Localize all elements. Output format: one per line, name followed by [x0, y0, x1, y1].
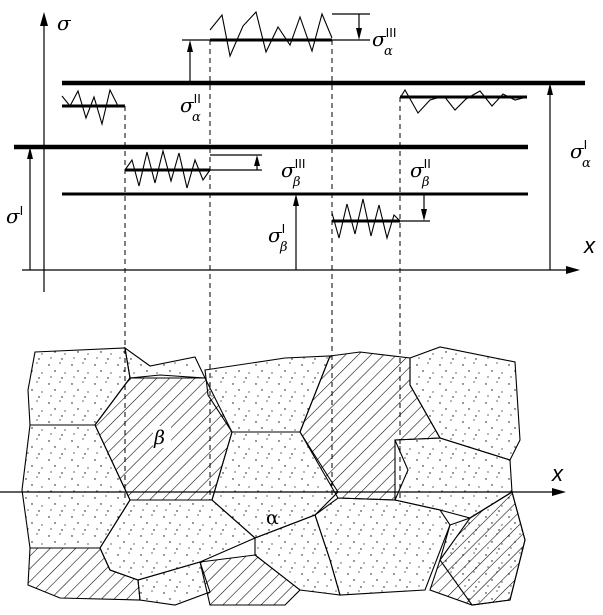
arrow-sigma-alpha-II [182, 39, 210, 83]
x-axis-top-label: x [583, 233, 596, 258]
label-sigma-alpha-I: σI α [570, 137, 591, 171]
x-axis-bottom-label: x [551, 461, 564, 486]
arrow-sigma-beta-II [400, 194, 430, 222]
grain-beta [299, 351, 441, 501]
label-sigma-alpha-III: σIII α [372, 25, 397, 59]
segment-alpha-right [399, 88, 528, 114]
segment-alpha-top [209, 10, 333, 58]
x-axis-top-arrow-icon [566, 266, 580, 274]
arrow-sigma-alpha-III [332, 13, 370, 41]
arrow-sigma-beta-I [293, 194, 299, 270]
label-sigma-I: σI [6, 203, 23, 228]
label-beta: β [153, 427, 165, 449]
arrow-sigma-alpha-I [547, 83, 553, 270]
sigma-axis-arrow-icon [40, 12, 48, 26]
grain-beta [27, 547, 141, 601]
grain-beta [199, 554, 301, 606]
segment-beta-right [331, 198, 401, 241]
label-sigma-beta-III: σIII β [281, 156, 306, 190]
segment-alpha-left [61, 88, 125, 127]
segment-beta-left [124, 148, 211, 189]
stress-plot: σ x [6, 10, 596, 292]
grain-beta [429, 491, 526, 606]
label-alpha: α [266, 507, 279, 529]
sigma-axis-label: σ [57, 11, 72, 35]
projection-lines [124, 40, 401, 500]
arrow-sigma-beta-III [210, 154, 262, 171]
label-sigma-beta-II: σII β [410, 156, 431, 190]
arrow-sigma-I [27, 147, 33, 270]
label-sigma-beta-I: σI β [268, 221, 288, 255]
grain-alpha [124, 346, 206, 379]
microstructure: β α x [0, 346, 566, 606]
label-sigma-alpha-II: σII α [180, 91, 201, 125]
x-axis-bottom-arrow-icon [552, 488, 566, 496]
